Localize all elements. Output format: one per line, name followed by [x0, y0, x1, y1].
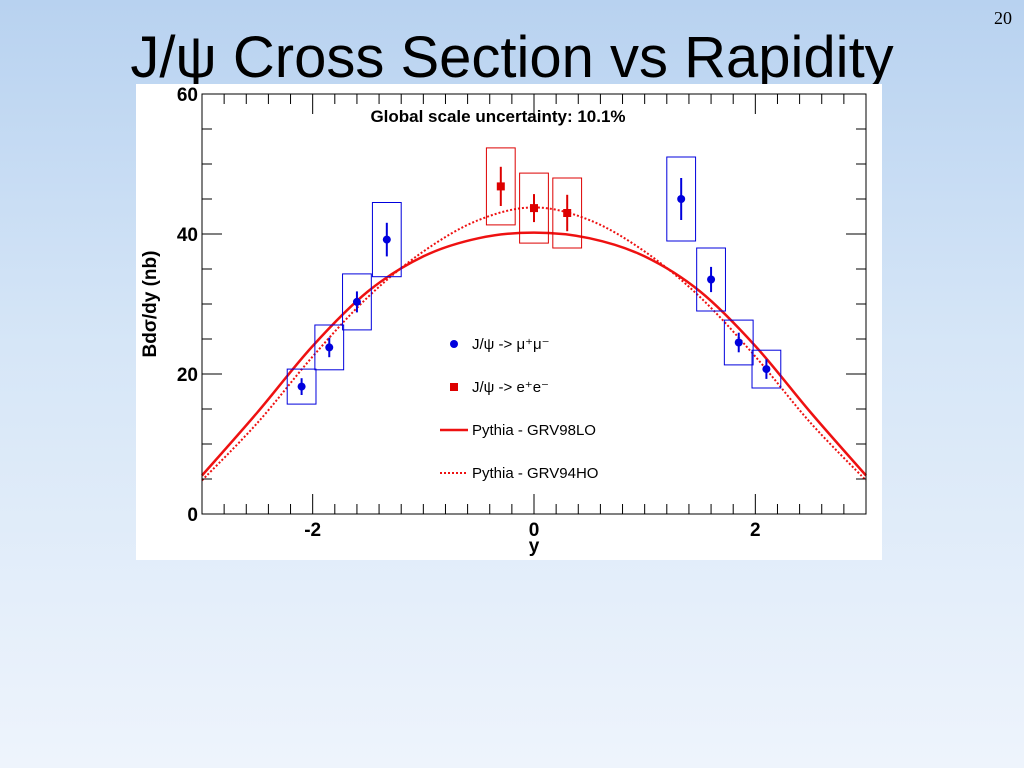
- muon-point-marker: [382, 235, 391, 244]
- x-tick-label: 2: [750, 520, 761, 541]
- muon-point-sys-box: [751, 349, 782, 389]
- muon-point-marker: [352, 297, 361, 306]
- muon-point-sys-box: [723, 319, 754, 366]
- x-tick-label: 0: [529, 520, 540, 541]
- slide-title: J/ψ Cross Section vs Rapidity: [130, 25, 894, 90]
- plot-frame: [201, 93, 867, 515]
- legend-label: J/ψ -> μ⁺μ⁻: [472, 336, 550, 353]
- electron-point-sys-box: [519, 172, 549, 244]
- muon-point-marker: [297, 382, 306, 391]
- legend-label: Pythia - GRV98LO: [472, 422, 596, 439]
- muon-point-marker: [762, 365, 771, 374]
- muon-point-sys-box: [371, 202, 402, 278]
- y-tick-label: 0: [187, 505, 198, 526]
- cross-section-chart: 0 20 40 60 -2 0 2 Global scale uncertainty: 10…: [140, 85, 867, 557]
- y-axis-label: Bdσ/dy (nb): [140, 251, 161, 358]
- muon-point-sys-box: [286, 368, 317, 405]
- scale-uncertainty-annotation: Global scale uncertainty: 10.1%: [370, 107, 625, 126]
- electron-point-marker: [563, 209, 572, 217]
- muon-point-marker: [677, 195, 686, 203]
- curve-grv98lo: [201, 231, 867, 477]
- y-tick-label: 20: [177, 365, 198, 386]
- x-tick-label: -2: [304, 520, 321, 541]
- electron-point-marker: [496, 182, 505, 191]
- y-tick-label: 60: [177, 85, 198, 106]
- electron-point-sys-box: [552, 177, 583, 249]
- legend-muon-marker: [450, 340, 458, 348]
- plot-panel: 0 20 40 60 -2 0 2 Global scale uncertainty: 10…: [136, 84, 882, 560]
- legend-label: Pythia - GRV94HO: [472, 465, 598, 482]
- x-axis-label: y: [529, 536, 540, 557]
- y-tick-label: 40: [177, 225, 198, 246]
- muon-point-sys-box: [666, 156, 697, 242]
- muon-point-marker: [734, 338, 743, 347]
- legend-electron-marker: [450, 383, 458, 391]
- muon-point-sys-box: [696, 247, 726, 312]
- muon-point-sys-box: [342, 273, 372, 331]
- legend: J/ψ -> μ⁺μ⁻ J/ψ -> e⁺e⁻ Pythia - GRV98LO Py…: [440, 336, 598, 482]
- electron-point-sys-box: [485, 147, 516, 226]
- muon-point-marker: [325, 343, 334, 352]
- slide-number: 20: [994, 8, 1012, 28]
- muon-point-sys-box: [314, 324, 345, 371]
- muon-point-marker: [707, 275, 716, 284]
- electron-point-marker: [530, 204, 538, 213]
- legend-label: J/ψ -> e⁺e⁻: [472, 379, 549, 396]
